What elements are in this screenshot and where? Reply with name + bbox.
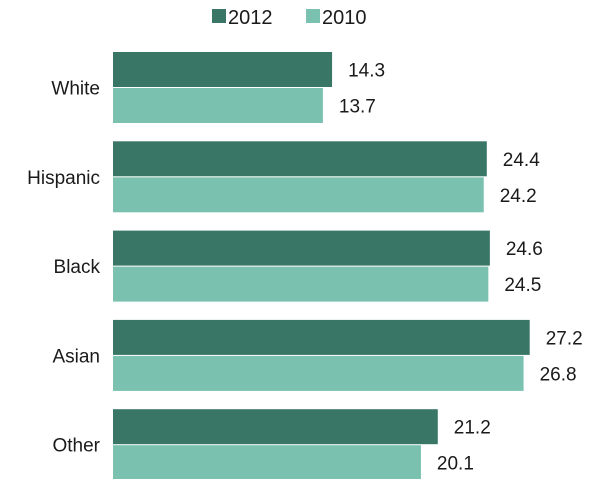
legend-label-2012: 2012 <box>228 7 273 29</box>
value-label-hispanic-2010: 24.2 <box>500 186 537 207</box>
legend-label-2010: 2010 <box>322 7 367 29</box>
chart-legend: 2012 2010 <box>212 7 367 29</box>
bar-black-2010 <box>113 266 489 302</box>
bar-black-2012 <box>113 230 490 266</box>
value-label-asian-2010: 26.8 <box>540 364 577 385</box>
bar-white-2012 <box>113 52 333 87</box>
value-label-asian-2012: 27.2 <box>546 328 583 349</box>
value-label-other-2010: 20.1 <box>437 454 474 475</box>
category-label-white: White <box>51 79 100 100</box>
category-label-other: Other <box>52 436 100 457</box>
bar-other-2010 <box>113 445 421 479</box>
category-label-black: Black <box>54 257 101 278</box>
category-labels: White Hispanic Black Asian Other <box>27 79 101 457</box>
bar-other-2012 <box>113 409 438 445</box>
bar-asian-2012 <box>113 319 530 355</box>
category-label-asian: Asian <box>52 346 100 367</box>
legend-swatch-2012 <box>212 9 226 23</box>
value-label-hispanic-2012: 24.4 <box>503 150 540 171</box>
category-label-hispanic: Hispanic <box>27 168 100 189</box>
value-label-other-2012: 21.2 <box>454 418 491 439</box>
value-label-black-2010: 24.5 <box>504 275 541 296</box>
bar-white-2010 <box>113 88 323 123</box>
bar-hispanic-2012 <box>113 141 487 177</box>
value-label-black-2012: 24.6 <box>506 239 543 260</box>
bar-asian-2010 <box>113 355 524 391</box>
value-labels: 14.3 13.7 24.4 24.2 24.6 24.5 27.2 26.8 21.2 20.1 <box>339 61 583 475</box>
bar-hispanic-2010 <box>113 177 484 213</box>
value-label-white-2010: 13.7 <box>339 97 376 118</box>
chart-bars <box>113 52 530 479</box>
legend-swatch-2010 <box>306 9 320 23</box>
value-label-white-2012: 14.3 <box>348 61 385 82</box>
